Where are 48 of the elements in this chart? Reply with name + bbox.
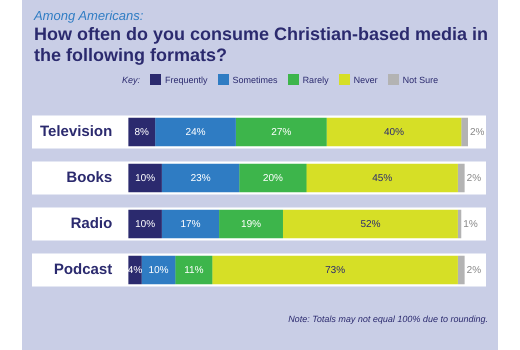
legend-label: Frequently: [165, 74, 208, 84]
data-label: 17%: [180, 218, 201, 230]
bar: [219, 210, 283, 238]
bar: [128, 164, 162, 192]
legend-label: Rarely: [302, 74, 329, 84]
legend-label: Sometimes: [232, 74, 278, 84]
bar: [175, 256, 212, 284]
data-label: 19%: [241, 218, 262, 230]
bar: [128, 118, 156, 146]
chart-subtitle: Among Americans:: [34, 8, 144, 23]
bar: [236, 118, 327, 146]
data-label: 24%: [186, 126, 206, 138]
data-label: 23%: [190, 172, 211, 184]
data-label: 27%: [271, 126, 292, 138]
data-label: 10%: [135, 172, 156, 184]
data-label: 20%: [262, 172, 284, 184]
data-label: 8%: [134, 126, 150, 138]
data-label: 10%: [135, 218, 156, 230]
legend-title: Key:: [122, 74, 140, 84]
bar: [155, 118, 236, 146]
data-label: 1%: [463, 218, 478, 230]
chart-title: How often do you consume Christian-based media in the following formats?: [34, 24, 489, 66]
data-label: 73%: [325, 264, 346, 276]
bar: [458, 164, 465, 192]
y-tick-label: Books: [66, 169, 112, 186]
bar: [458, 210, 462, 238]
bar: [142, 256, 176, 284]
data-label: 2%: [466, 172, 482, 184]
data-label: 45%: [372, 172, 392, 184]
bar: [326, 118, 462, 146]
data-label: 10%: [148, 264, 169, 276]
legend-label: Not Sure: [402, 74, 438, 84]
data-label: 40%: [384, 126, 404, 138]
bar: [162, 210, 220, 238]
data-label: 11%: [184, 264, 204, 276]
text: Note: Totals may not equal 100% due to rounding.: [288, 314, 488, 324]
y-tick-label: Podcast: [54, 261, 112, 278]
bar: [128, 210, 162, 238]
bar: [239, 164, 307, 192]
bar: [461, 118, 468, 146]
data-label: 2%: [470, 126, 485, 138]
legend-label: Never: [354, 74, 378, 84]
bar: [458, 256, 465, 284]
y-tick-label: Radio: [70, 215, 112, 232]
y-tick-label: Television: [40, 123, 112, 140]
data-label: 52%: [360, 218, 381, 230]
data-label: 2%: [466, 264, 482, 276]
bar: [162, 164, 240, 192]
